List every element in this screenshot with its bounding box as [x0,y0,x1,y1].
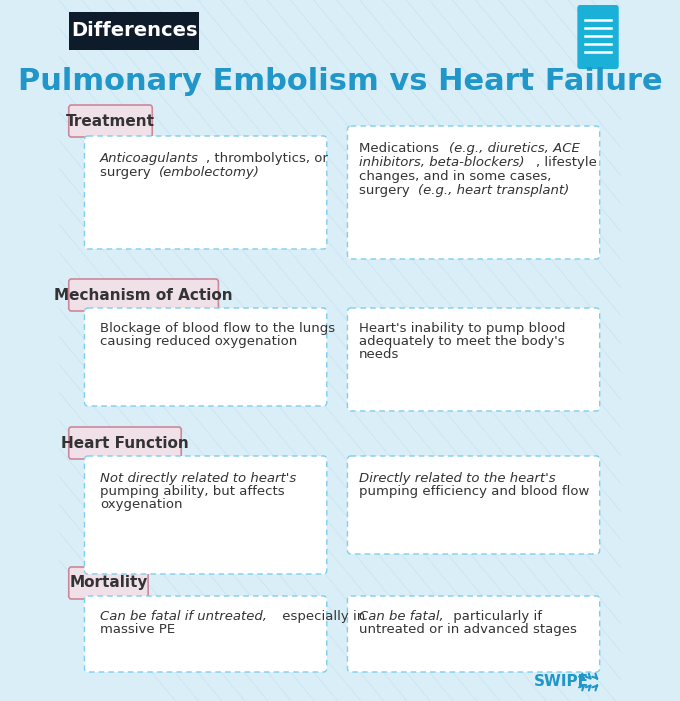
Text: needs: needs [359,348,399,361]
Text: surgery: surgery [359,184,414,197]
FancyBboxPatch shape [84,456,327,574]
Text: adequately to meet the body's: adequately to meet the body's [359,335,564,348]
FancyBboxPatch shape [69,427,181,459]
FancyBboxPatch shape [347,126,600,259]
FancyBboxPatch shape [84,596,327,672]
Text: Blockage of blood flow to the lungs: Blockage of blood flow to the lungs [100,322,335,335]
Text: , thrombolytics, or: , thrombolytics, or [205,152,328,165]
Text: (e.g., diuretics, ACE: (e.g., diuretics, ACE [449,142,579,155]
Text: massive PE: massive PE [100,623,175,636]
Text: Treatment: Treatment [66,114,155,128]
Text: , lifestyle: , lifestyle [536,156,596,169]
Text: Differences: Differences [71,22,197,41]
Text: SWIPE: SWIPE [534,674,590,690]
Text: Heart's inability to pump blood: Heart's inability to pump blood [359,322,566,335]
Text: untreated or in advanced stages: untreated or in advanced stages [359,623,577,636]
Text: Mortality: Mortality [69,576,148,590]
Text: causing reduced oxygenation: causing reduced oxygenation [100,335,297,348]
FancyBboxPatch shape [347,596,600,672]
FancyBboxPatch shape [69,105,152,137]
FancyBboxPatch shape [84,136,327,249]
Text: Pulmonary Embolism vs Heart Failure: Pulmonary Embolism vs Heart Failure [18,67,662,97]
Text: surgery: surgery [100,166,155,179]
Text: especially in: especially in [278,610,366,623]
Text: pumping efficiency and blood flow: pumping efficiency and blood flow [359,485,590,498]
FancyBboxPatch shape [69,567,148,599]
FancyBboxPatch shape [84,308,327,406]
Text: Directly related to the heart's: Directly related to the heart's [359,472,556,485]
Text: changes, and in some cases,: changes, and in some cases, [359,170,551,183]
Text: Can be fatal,: Can be fatal, [359,610,444,623]
Text: Mechanism of Action: Mechanism of Action [54,287,233,303]
Text: Can be fatal if untreated,: Can be fatal if untreated, [100,610,267,623]
Text: inhibitors, beta-blockers): inhibitors, beta-blockers) [359,156,524,169]
FancyBboxPatch shape [347,308,600,411]
Text: Medications: Medications [359,142,443,155]
FancyBboxPatch shape [577,5,619,69]
Text: Anticoagulants: Anticoagulants [100,152,199,165]
Text: Heart Function: Heart Function [61,435,189,451]
Text: Not directly related to heart's: Not directly related to heart's [100,472,296,485]
FancyBboxPatch shape [69,279,218,311]
Text: particularly if: particularly if [449,610,543,623]
Text: (e.g., heart transplant): (e.g., heart transplant) [418,184,569,197]
Text: pumping ability, but affects: pumping ability, but affects [100,485,285,498]
FancyBboxPatch shape [347,456,600,554]
Text: oxygenation: oxygenation [100,498,183,511]
FancyBboxPatch shape [69,12,199,50]
Text: (embolectomy): (embolectomy) [159,166,260,179]
